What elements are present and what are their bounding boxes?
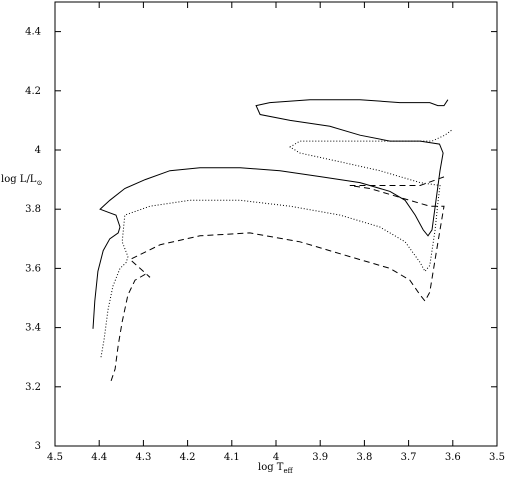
y-tick-label: 4.4 [25, 27, 41, 38]
y-tick-label: 4 [35, 145, 41, 156]
x-tick-label: 3.9 [312, 452, 328, 463]
x-tick-label: 3.6 [445, 452, 461, 463]
x-label-main: log T [258, 462, 284, 473]
x-axis-label: log Teff [258, 462, 294, 475]
y-label-sub: ⊙ [36, 179, 42, 187]
y-tick-label: 3.2 [25, 382, 41, 393]
x-tick-label: 4.3 [135, 452, 151, 463]
x-label-sub: eff [283, 467, 293, 475]
plot-frame [54, 1, 498, 447]
x-tick-label: 3.5 [489, 452, 505, 463]
x-tick-label: 4.1 [224, 452, 240, 463]
x-tick-label: 3.8 [356, 452, 372, 463]
y-tick-label: 3.6 [25, 263, 41, 274]
x-tick-label: 4.5 [47, 452, 63, 463]
track-line [92, 99, 449, 329]
y-tick-label: 3.4 [25, 323, 41, 334]
track-line [100, 128, 454, 358]
x-tick-label: 4.2 [180, 452, 196, 463]
y-axis-label: log L/L⊙ [1, 174, 42, 187]
x-tick-label: 4 [273, 452, 279, 463]
y-tick-label: 3.8 [25, 204, 41, 215]
x-tick-label: 4.4 [91, 452, 107, 463]
y-tick-label: 3 [35, 441, 41, 452]
y-label-main: log L/L [1, 174, 37, 185]
track-line [110, 176, 445, 382]
x-tick-label: 3.7 [401, 452, 417, 463]
y-tick-label: 4.2 [25, 86, 41, 97]
